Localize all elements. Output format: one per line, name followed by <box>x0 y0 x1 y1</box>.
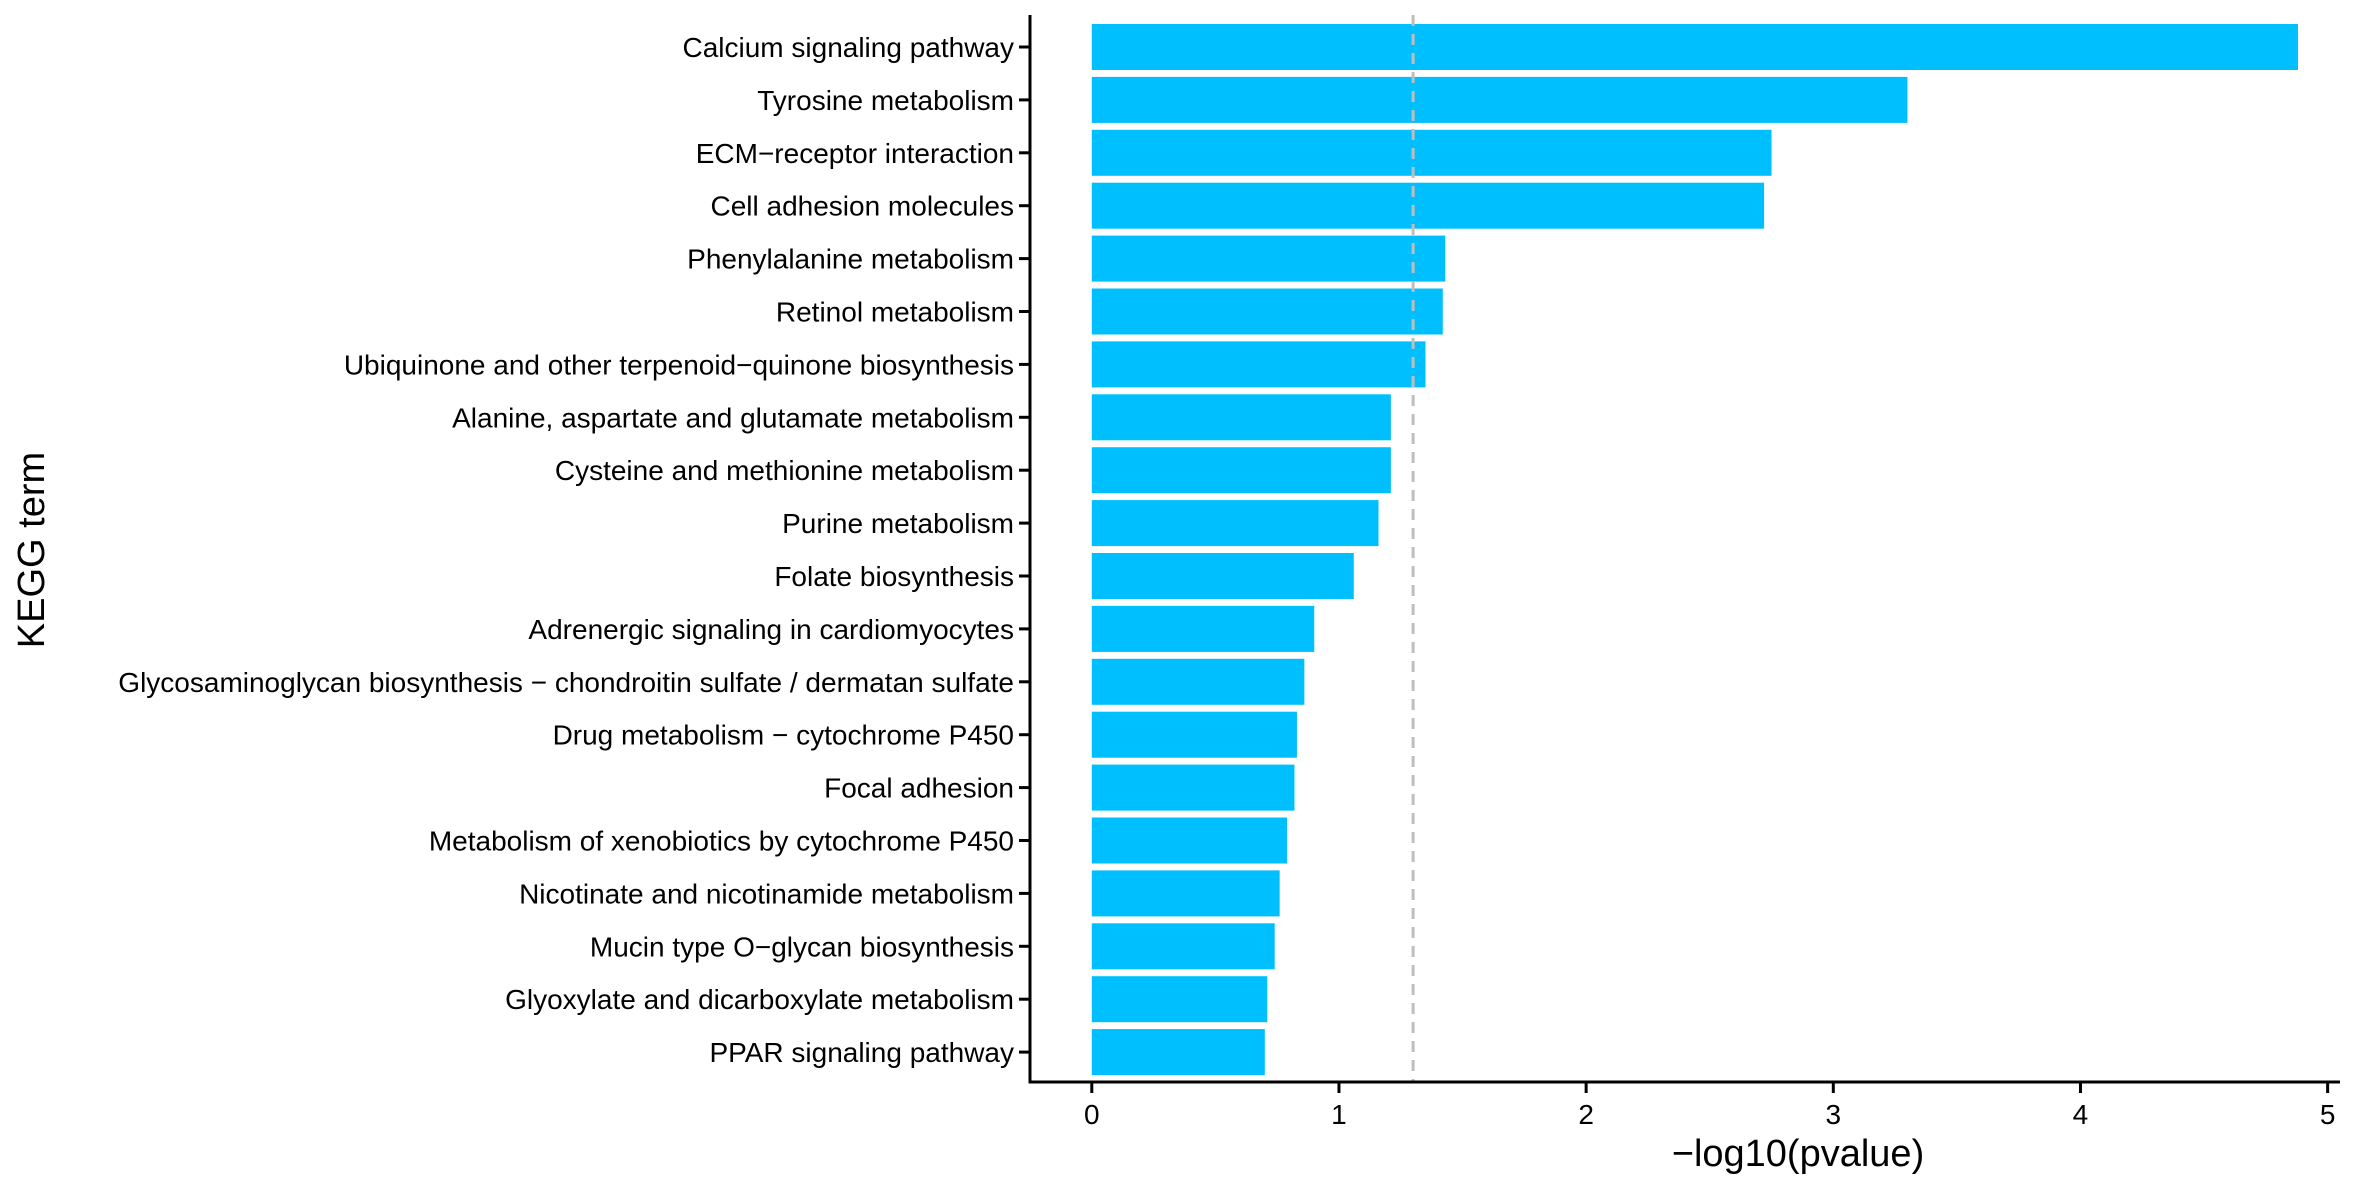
category-label: Calcium signaling pathway <box>682 32 1014 63</box>
x-tick-label: 3 <box>1826 1099 1842 1130</box>
x-tick-label: 2 <box>1578 1099 1594 1130</box>
category-label: Retinol metabolism <box>776 297 1014 328</box>
category-label: Metabolism of xenobiotics by cytochrome … <box>429 826 1014 857</box>
category-label: Glycosaminoglycan biosynthesis − chondro… <box>118 667 1014 698</box>
bar <box>1091 447 1391 494</box>
bar <box>1091 553 1354 599</box>
category-label: Cell adhesion molecules <box>710 191 1014 222</box>
category-label: ECM−receptor interaction <box>696 138 1014 169</box>
bars-layer <box>1091 24 2298 1076</box>
category-label: Phenylalanine metabolism <box>687 244 1014 275</box>
category-label: Cysteine and methionine metabolism <box>555 455 1014 486</box>
x-axis-title: −log10(pvalue) <box>1672 1133 1924 1175</box>
bar <box>1091 870 1280 917</box>
category-label: Mucin type O−glycan biosynthesis <box>590 931 1014 962</box>
y-axis-title: KEGG term <box>11 452 53 648</box>
x-tick-label: 4 <box>2073 1099 2089 1130</box>
category-labels-layer: Calcium signaling pathway Tyrosine metabo… <box>118 32 1014 1068</box>
x-tick-label: 1 <box>1331 1099 1347 1130</box>
bar <box>1091 817 1288 864</box>
category-label: Tyrosine metabolism <box>757 85 1014 116</box>
category-label: Adrenergic signaling in cardiomyocytes <box>528 614 1014 645</box>
bar <box>1091 500 1379 547</box>
category-label: PPAR signaling pathway <box>709 1037 1014 1068</box>
bar <box>1091 182 1765 229</box>
category-label: Ubiquinone and other terpenoid−quinone b… <box>344 349 1014 380</box>
category-label: Drug metabolism − cytochrome P450 <box>553 720 1014 751</box>
bar <box>1091 1029 1265 1076</box>
category-label: Glyoxylate and dicarboxylate metabolism <box>505 984 1014 1015</box>
x-tick-label: 0 <box>1084 1099 1100 1130</box>
category-label: Alanine, aspartate and glutamate metabol… <box>452 402 1014 433</box>
bar <box>1091 976 1268 1023</box>
bar <box>1091 341 1426 388</box>
bar <box>1091 394 1391 441</box>
category-label: Purine metabolism <box>782 508 1014 539</box>
bar <box>1091 288 1443 335</box>
bar <box>1091 129 1772 176</box>
category-label: Folate biosynthesis <box>774 561 1014 592</box>
category-label: Focal adhesion <box>824 773 1014 804</box>
bar <box>1091 605 1315 652</box>
bar <box>1091 76 1908 123</box>
axes-layer: 0 1 2 3 4 5 <box>1019 15 2340 1130</box>
bar <box>1091 235 1446 282</box>
bar <box>1091 24 2298 70</box>
category-label: Nicotinate and nicotinamide metabolism <box>519 878 1014 909</box>
bar <box>1091 658 1305 705</box>
bar <box>1091 923 1275 970</box>
bar <box>1091 711 1297 758</box>
bar <box>1091 764 1295 811</box>
x-tick-label: 5 <box>2320 1099 2336 1130</box>
